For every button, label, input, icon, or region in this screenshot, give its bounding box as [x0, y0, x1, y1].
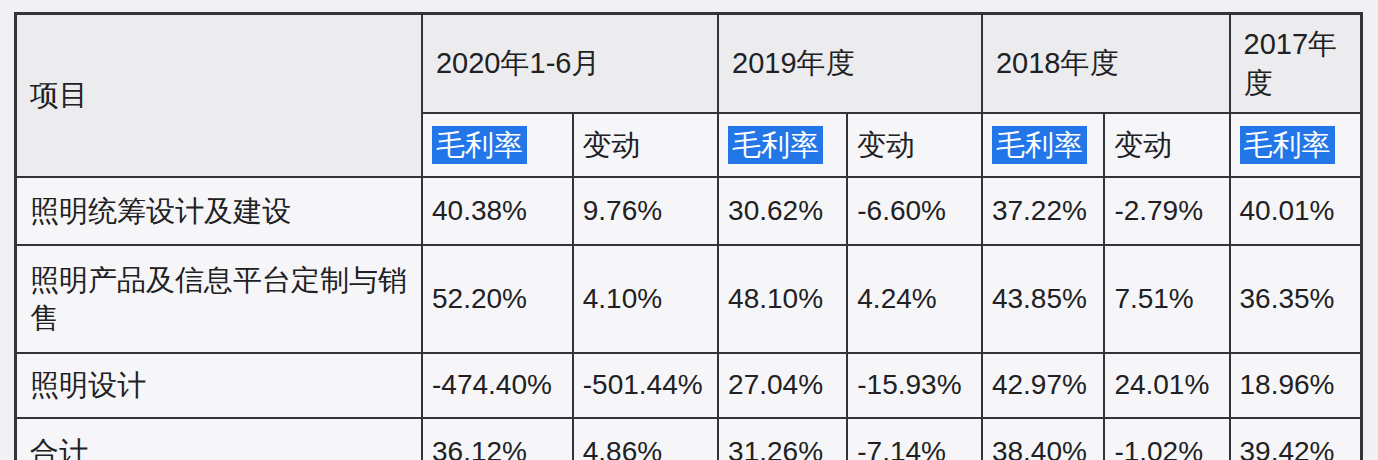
- table-row: 照明产品及信息平台定制与销售 52.20% 4.10% 48.10% 4.24%…: [16, 245, 1362, 353]
- period-header-2019: 2019年度: [718, 14, 982, 114]
- gross-margin-table: 项目 2020年1-6月 2019年度 2018年度 2017年度 毛利率 变动…: [14, 12, 1363, 460]
- period-header-2018: 2018年度: [982, 14, 1230, 114]
- cell-value: 36.35%: [1230, 245, 1362, 353]
- table-row-total: 合计 36.12% 4.86% 31.26% -7.14% 38.40% -1.…: [16, 418, 1362, 460]
- cell-value: 9.76%: [573, 177, 718, 245]
- period-header-2017: 2017年度: [1230, 14, 1362, 114]
- cell-value: 31.26%: [718, 418, 847, 460]
- cell-value: -2.79%: [1104, 177, 1229, 245]
- cell-value: 42.97%: [982, 353, 1104, 418]
- selection-highlight: 毛利率: [728, 126, 823, 164]
- subheader-gross-margin: 毛利率: [718, 113, 847, 177]
- screenshot-root: 项目 2020年1-6月 2019年度 2018年度 2017年度 毛利率 变动…: [0, 0, 1378, 460]
- cell-value: 24.01%: [1104, 353, 1229, 418]
- selection-highlight: 毛利率: [992, 126, 1087, 164]
- cell-value: -15.93%: [847, 353, 982, 418]
- selection-highlight: 毛利率: [1240, 126, 1335, 164]
- cell-value: 40.01%: [1230, 177, 1362, 245]
- table-row: 照明设计 -474.40% -501.44% 27.04% -15.93% 42…: [16, 353, 1362, 418]
- cell-value: 37.22%: [982, 177, 1104, 245]
- cell-value: 4.86%: [573, 418, 718, 460]
- cell-value: 7.51%: [1104, 245, 1229, 353]
- cell-value: 38.40%: [982, 418, 1104, 460]
- cell-value: 30.62%: [718, 177, 847, 245]
- subheader-change: 变动: [847, 113, 982, 177]
- table-row: 照明统筹设计及建设 40.38% 9.76% 30.62% -6.60% 37.…: [16, 177, 1362, 245]
- subheader-gross-margin: 毛利率: [1230, 113, 1362, 177]
- row-label: 照明统筹设计及建设: [16, 177, 422, 245]
- cell-value: 36.12%: [422, 418, 573, 460]
- subheader-gross-margin: 毛利率: [422, 113, 573, 177]
- cell-value: -474.40%: [422, 353, 573, 418]
- cell-value: 48.10%: [718, 245, 847, 353]
- period-header-2020-h1: 2020年1-6月: [422, 14, 718, 114]
- subheader-change: 变动: [573, 113, 718, 177]
- cell-value: 4.10%: [573, 245, 718, 353]
- cell-value: 4.24%: [847, 245, 982, 353]
- period-header-row: 项目 2020年1-6月 2019年度 2018年度 2017年度: [16, 14, 1362, 114]
- cell-value: 18.96%: [1230, 353, 1362, 418]
- subheader-gross-margin: 毛利率: [982, 113, 1104, 177]
- cell-value: -501.44%: [573, 353, 718, 418]
- cell-value: 43.85%: [982, 245, 1104, 353]
- corner-header-item: 项目: [16, 14, 422, 178]
- cell-value: 52.20%: [422, 245, 573, 353]
- row-label: 照明产品及信息平台定制与销售: [16, 245, 422, 353]
- cell-value: -1.02%: [1104, 418, 1229, 460]
- row-label: 合计: [16, 418, 422, 460]
- selection-highlight: 毛利率: [432, 126, 527, 164]
- cell-value: 27.04%: [718, 353, 847, 418]
- row-label: 照明设计: [16, 353, 422, 418]
- cell-value: 39.42%: [1230, 418, 1362, 460]
- subheader-change: 变动: [1104, 113, 1229, 177]
- cell-value: -7.14%: [847, 418, 982, 460]
- cell-value: 40.38%: [422, 177, 573, 245]
- cell-value: -6.60%: [847, 177, 982, 245]
